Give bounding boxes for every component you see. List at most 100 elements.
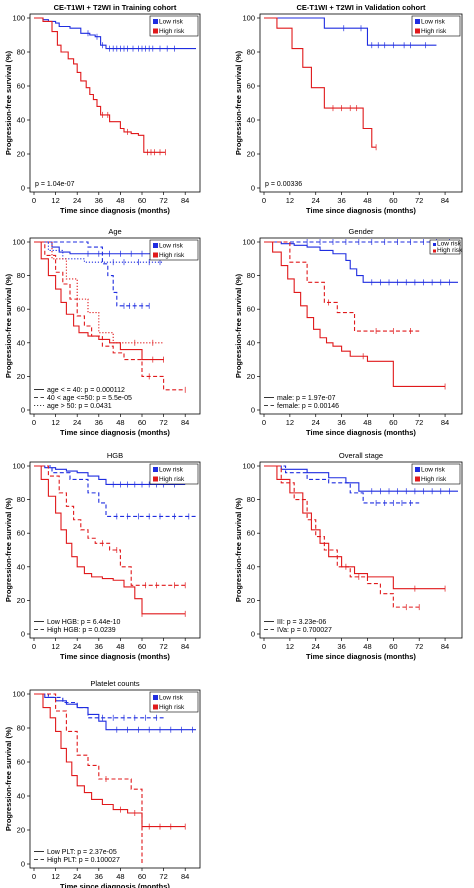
y-tick-label: 20 xyxy=(17,150,25,159)
chart-panel-3: Age 0 12 24 36 48 60 72 84 0 20 40 60 80 100 Time since… xyxy=(4,227,201,437)
km-curve-low-solid xyxy=(264,17,437,46)
chart-panel-2: CE-T1WI + T2WI in Validation cohort 0 12 24… xyxy=(234,3,463,215)
legend-box xyxy=(149,691,199,713)
x-tick-label: 48 xyxy=(363,418,371,427)
y-axis-label: Progression-free survival (%) xyxy=(4,497,13,602)
chart-title: Gender xyxy=(348,227,374,236)
km-curve-low-solid xyxy=(34,465,186,486)
x-tick-label: 24 xyxy=(73,196,81,205)
legend-box xyxy=(429,239,461,255)
y-axis-label: Progression-free survival (%) xyxy=(4,726,13,831)
x-tick-label: 84 xyxy=(181,196,189,205)
pvalue-label: p = 0.00336 xyxy=(265,181,302,188)
km-curve-high-solid xyxy=(34,17,166,153)
chart-title: Platelet counts xyxy=(90,679,139,688)
y-tick-label: 40 xyxy=(247,116,255,125)
x-tick-label: 84 xyxy=(441,642,449,651)
chart-title: Overall stage xyxy=(339,451,383,460)
chart-title: CE-T1WI + T2WI in Validation cohort xyxy=(297,3,426,12)
km-curve-high-solid xyxy=(34,241,164,361)
x-tick-label: 36 xyxy=(95,196,103,205)
y-tick-label: 60 xyxy=(247,529,255,538)
x-tick-label: 0 xyxy=(262,196,266,205)
legend-label-low: Low risk xyxy=(421,467,446,474)
legend-swatch-high xyxy=(433,249,436,253)
km-curve-low-solid xyxy=(264,241,458,283)
x-tick-label: 60 xyxy=(389,196,397,205)
plot-frame xyxy=(29,461,201,639)
x-tick-label: 48 xyxy=(363,196,371,205)
legend-swatch-high xyxy=(153,28,158,34)
x-tick-label: 72 xyxy=(415,642,423,651)
y-tick-label: 0 xyxy=(251,184,255,193)
km-curve-high-solid xyxy=(264,17,377,148)
x-tick-label: 36 xyxy=(95,642,103,651)
y-tick-label: 60 xyxy=(17,758,25,767)
y-tick-label: 100 xyxy=(12,462,25,471)
plot-frame xyxy=(29,13,201,193)
x-axis-label: Time since diagnosis (months) xyxy=(306,652,416,661)
km-curve-high-dashed xyxy=(34,241,186,391)
y-tick-label: 80 xyxy=(17,724,25,733)
km-curve-low-dashed xyxy=(264,465,420,504)
x-tick-label: 48 xyxy=(116,196,124,205)
legend-label-low: Low risk xyxy=(159,243,184,250)
km-curve-high-solid xyxy=(264,465,446,590)
km-curve-high-dashed xyxy=(264,465,420,608)
km-curve-high-solid xyxy=(34,465,186,615)
chart-title: CE-T1WI + T2WI in Training cohort xyxy=(54,3,177,12)
x-tick-label: 60 xyxy=(389,418,397,427)
legend-swatch-low xyxy=(433,243,436,246)
x-axis-label: Time since diagnosis (months) xyxy=(60,428,170,437)
x-tick-label: 0 xyxy=(32,642,36,651)
pvalue-label: p = 1.04e-07 xyxy=(35,181,75,188)
plot-frame xyxy=(259,13,463,193)
pvalue-label: 40 < age <=50: p = 5.5e-05 xyxy=(47,395,132,402)
legend-label-high: High risk xyxy=(159,476,185,483)
x-tick-label: 12 xyxy=(286,418,294,427)
legend-label-high: High risk xyxy=(437,247,463,254)
chart-panel-4: Gender 0 12 24 36 48 60 72 84 0 20 40 60 80 100 Time si… xyxy=(234,227,463,437)
legend-label-low: Low risk xyxy=(159,695,184,702)
legend-label-low: Low risk xyxy=(421,19,446,26)
y-tick-label: 20 xyxy=(247,372,255,381)
km-curve-high-dashed xyxy=(34,465,186,586)
pvalue-label: Low HGB: p = 6.44e-10 xyxy=(47,619,120,626)
pvalue-label: age > 50: p = 0.0431 xyxy=(47,403,112,410)
x-tick-label: 48 xyxy=(116,418,124,427)
x-tick-label: 60 xyxy=(389,642,397,651)
km-curve-high-solid xyxy=(34,693,186,828)
pvalue-label: female: p = 0.00146 xyxy=(277,403,339,410)
x-tick-label: 84 xyxy=(181,872,189,881)
y-tick-label: 20 xyxy=(247,596,255,605)
x-tick-label: 60 xyxy=(138,418,146,427)
x-tick-label: 24 xyxy=(312,418,320,427)
y-tick-label: 100 xyxy=(12,690,25,699)
y-tick-label: 20 xyxy=(247,150,255,159)
legend-box xyxy=(149,15,199,37)
y-axis-label: Progression-free survival (%) xyxy=(4,50,13,155)
km-curve-low-dashed xyxy=(34,241,150,307)
x-tick-label: 0 xyxy=(32,872,36,881)
x-tick-label: 72 xyxy=(159,418,167,427)
y-tick-label: 40 xyxy=(247,338,255,347)
y-tick-label: 40 xyxy=(17,338,25,347)
y-tick-label: 60 xyxy=(247,305,255,314)
x-tick-label: 84 xyxy=(441,196,449,205)
x-tick-label: 60 xyxy=(138,872,146,881)
y-tick-label: 60 xyxy=(17,529,25,538)
legend-swatch-high xyxy=(153,252,158,258)
chart-panel-1: CE-T1WI + T2WI in Training cohort 0 12 24 36… xyxy=(4,3,201,215)
plot-frame xyxy=(29,237,201,415)
y-tick-label: 0 xyxy=(21,406,25,415)
y-tick-label: 100 xyxy=(12,14,25,23)
km-curve-low-solid xyxy=(34,17,196,50)
x-tick-label: 84 xyxy=(181,418,189,427)
x-tick-label: 0 xyxy=(262,418,266,427)
y-tick-label: 40 xyxy=(17,116,25,125)
